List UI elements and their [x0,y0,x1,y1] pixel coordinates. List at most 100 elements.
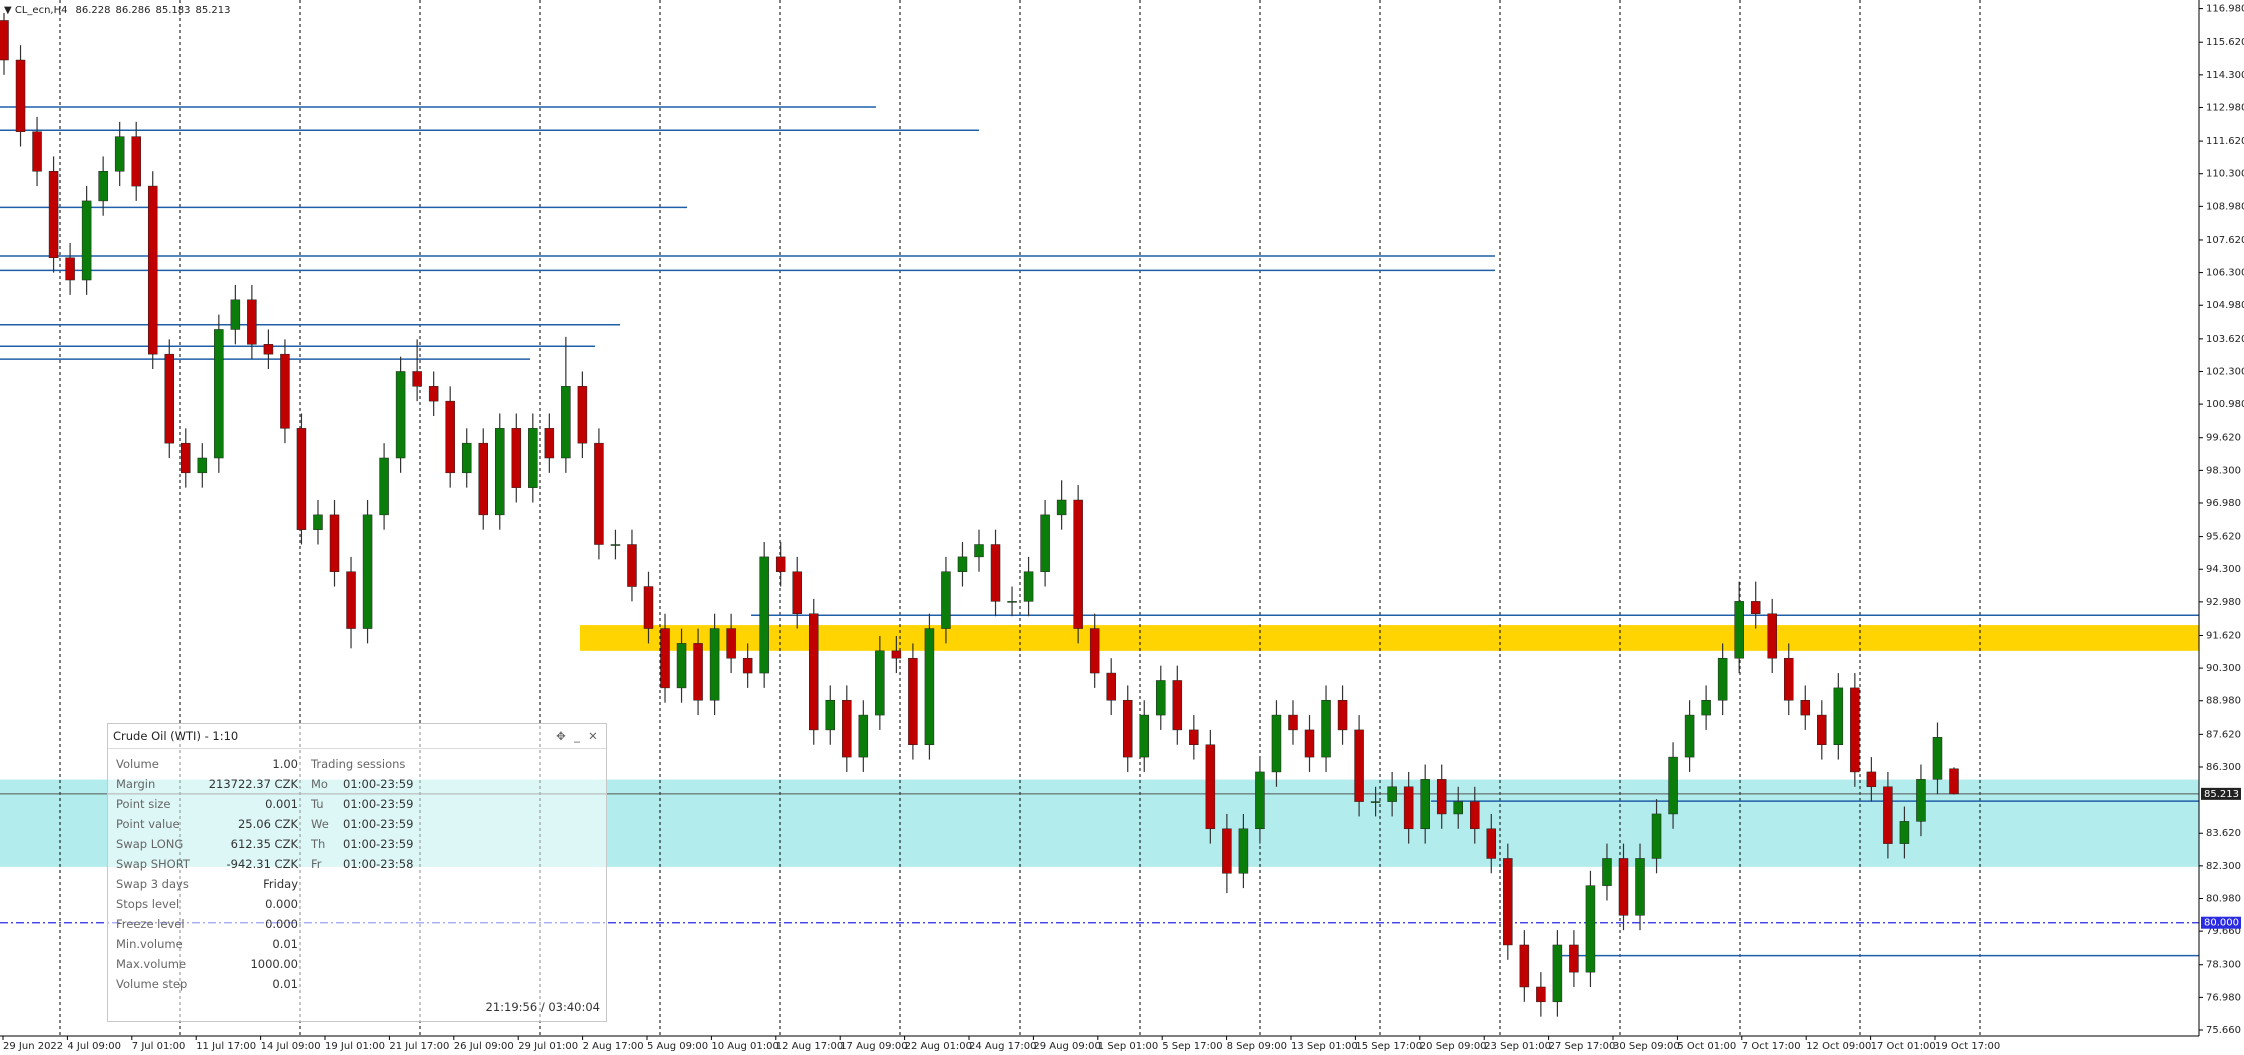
header: ▼ CL_ecn,H4 86.228 86.286 85.183 85.213 [4,5,230,16]
candle-body [842,699,852,758]
x-tick-label: 7 Jul 01:00 [132,1041,186,1052]
candle-body [1370,801,1381,803]
open: 86.228 [75,5,110,16]
price-label: 85.213 [2204,789,2239,800]
candle-body [1684,714,1695,758]
levels [0,106,2199,957]
panel-label: Min.volume [116,937,183,951]
low: 85.183 [155,5,190,16]
y-tick-label: 91.620 [2206,630,2241,641]
y-tick-label: 114.300 [2206,70,2244,81]
candle-body [1387,786,1397,802]
candle-body [941,571,951,629]
session-hours: 01:00-23:59 [343,837,414,851]
candle-body [908,657,918,745]
panel-label: Swap LONG [116,837,184,851]
candle-body [511,428,522,488]
x-tick-label: 22 Aug 01:00 [905,1041,972,1052]
move-button[interactable]: ✥ [556,729,566,743]
panel-value: 1000.00 [250,957,298,971]
candle-body [1552,944,1563,1003]
panel-label: Point size [116,797,171,811]
candle-body [891,650,902,659]
x-tick-label: 5 Sep 17:00 [1162,1041,1222,1052]
price-label-bg [2201,787,2241,800]
y-tick-label: 100.980 [2206,399,2244,410]
sessions-title: Trading sessions [311,757,406,771]
panel-time: 21:19:56 / 03:40:04 [485,1000,600,1014]
x-tick-label: 12 Oct 09:00 [1806,1041,1871,1052]
y-tick-label: 78.300 [2206,960,2241,971]
x-tick-label: 8 Sep 09:00 [1227,1041,1287,1052]
candle-body [808,613,819,731]
x-tick-label: 19 Jul 01:00 [325,1041,385,1052]
close: 85.213 [195,5,230,16]
y-tick-label: 110.300 [2206,169,2244,180]
candle-body [263,344,274,355]
panel-label: Swap SHORT [116,857,190,871]
session-hours: 01:00-23:58 [343,857,414,871]
y-tick-label: 82.300 [2206,861,2241,872]
candle-body [1519,944,1530,988]
candle-body [395,371,406,459]
panel-value: 612.35 CZK [230,837,298,851]
candle-body [594,442,604,545]
candle-body [1883,786,1893,844]
minimize-button[interactable]: _ [574,729,580,743]
panel-value: 213722.37 CZK [208,777,298,791]
x-tick-label: 4 Jul 09:00 [67,1041,121,1052]
candle-body [445,400,455,474]
panel-label: Volume step [116,977,188,991]
x-tick-label: 13 Sep 01:00 [1291,1041,1358,1052]
close-button[interactable]: ✕ [588,729,598,743]
candle-body [114,136,125,172]
candle-body [528,428,538,488]
y-tick-label: 112.980 [2206,102,2244,113]
y-tick-label: 95.620 [2206,532,2241,543]
menu-arrow[interactable]: ▼ [4,5,15,16]
x-tick-label: 5 Oct 01:00 [1677,1041,1736,1052]
candle-body [230,299,241,330]
x-tick-label: 27 Sep 17:00 [1549,1041,1616,1052]
candle-body [495,428,505,516]
candle-body [676,643,687,689]
candle-body [1767,613,1777,659]
session-hours: 01:00-23:59 [343,817,414,831]
x-tick-label: 10 Aug 01:00 [711,1041,778,1052]
candle-body [0,20,9,61]
candle-body [1189,729,1199,745]
candle-body [147,185,158,355]
candle-body [726,628,736,659]
candle-body [759,556,769,674]
y-tick-label: 86.300 [2206,762,2241,773]
panel-title: Crude Oil (WTI) - 1:10 [113,729,239,743]
candle-body [1172,680,1183,731]
candle-body [1470,801,1480,830]
candle-body [461,442,472,474]
panel-label: Swap 3 days [116,877,189,891]
info-panel: Crude Oil (WTI) - 1:10 ✥ _ ✕ Volume 1.00 M… [107,723,607,1022]
candle-body [990,544,1001,602]
panel-label: Point value [116,817,180,831]
y-tick-label: 94.300 [2206,564,2241,575]
candle-body [1635,858,1645,916]
x-tick-label: 29 Jun 2022 [3,1041,63,1052]
x-tick-label: 2 Aug 17:00 [583,1041,644,1052]
alert-label-bg [2201,916,2241,929]
session-day: Tu [311,797,324,811]
x-tick-label: 7 Oct 17:00 [1742,1041,1801,1052]
zone [580,625,2199,651]
candle-body [1866,771,1877,788]
candle-body [379,457,389,516]
x-tick-label: 21 Jul 17:00 [389,1041,449,1052]
candle-body [924,628,935,745]
candle-body [65,257,75,281]
candle-body [1486,828,1497,859]
x-tick-label: 30 Sep 09:00 [1613,1041,1680,1052]
x-tick-label: 17 Aug 09:00 [840,1041,907,1052]
candle-body [428,386,439,402]
candle-body [1932,737,1943,780]
candle-body [1734,601,1744,659]
y-tick-label: 107.620 [2206,235,2244,246]
